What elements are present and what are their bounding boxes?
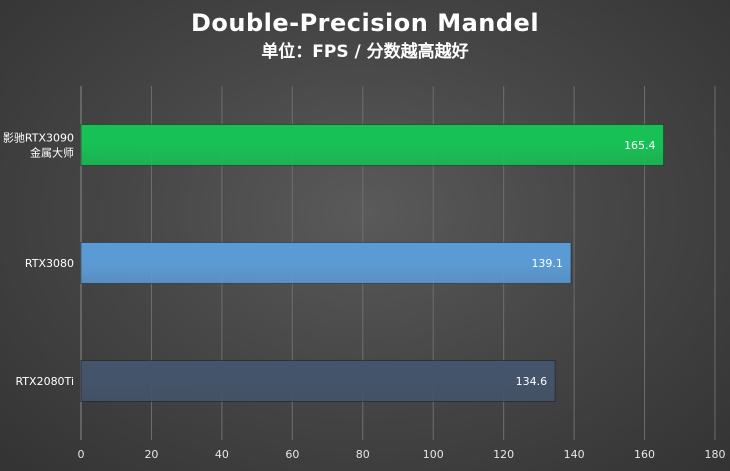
x-tick-label: 180 (705, 448, 726, 461)
chart-subtitle: 单位：FPS / 分数越高越好 (261, 42, 469, 62)
x-tick-label: 120 (493, 448, 514, 461)
category-label: 影驰RTX3090 金属大师 (3, 131, 74, 160)
category-label: RTX3080 (25, 257, 74, 270)
x-tick-label: 140 (564, 448, 585, 461)
title-block: Double-Precision Mandel 单位：FPS / 分数越高越好 (0, 8, 730, 64)
x-tick-label: 0 (78, 448, 85, 461)
x-tick-label: 20 (144, 448, 158, 461)
x-tick-label: 100 (423, 448, 444, 461)
bar-value-label: 134.6 (516, 375, 548, 388)
x-tick-label: 40 (215, 448, 229, 461)
chart-title: Double-Precision Mandel (190, 9, 540, 37)
bar-value-label: 139.1 (531, 257, 563, 270)
bar (80, 124, 665, 166)
bar-value-label: 165.4 (624, 139, 656, 152)
bar (80, 242, 572, 284)
x-tick-label: 80 (356, 448, 370, 461)
category-label: RTX2080Ti (15, 375, 74, 388)
bar (80, 360, 556, 402)
x-tick-label: 60 (285, 448, 299, 461)
x-tick-label: 160 (634, 448, 655, 461)
